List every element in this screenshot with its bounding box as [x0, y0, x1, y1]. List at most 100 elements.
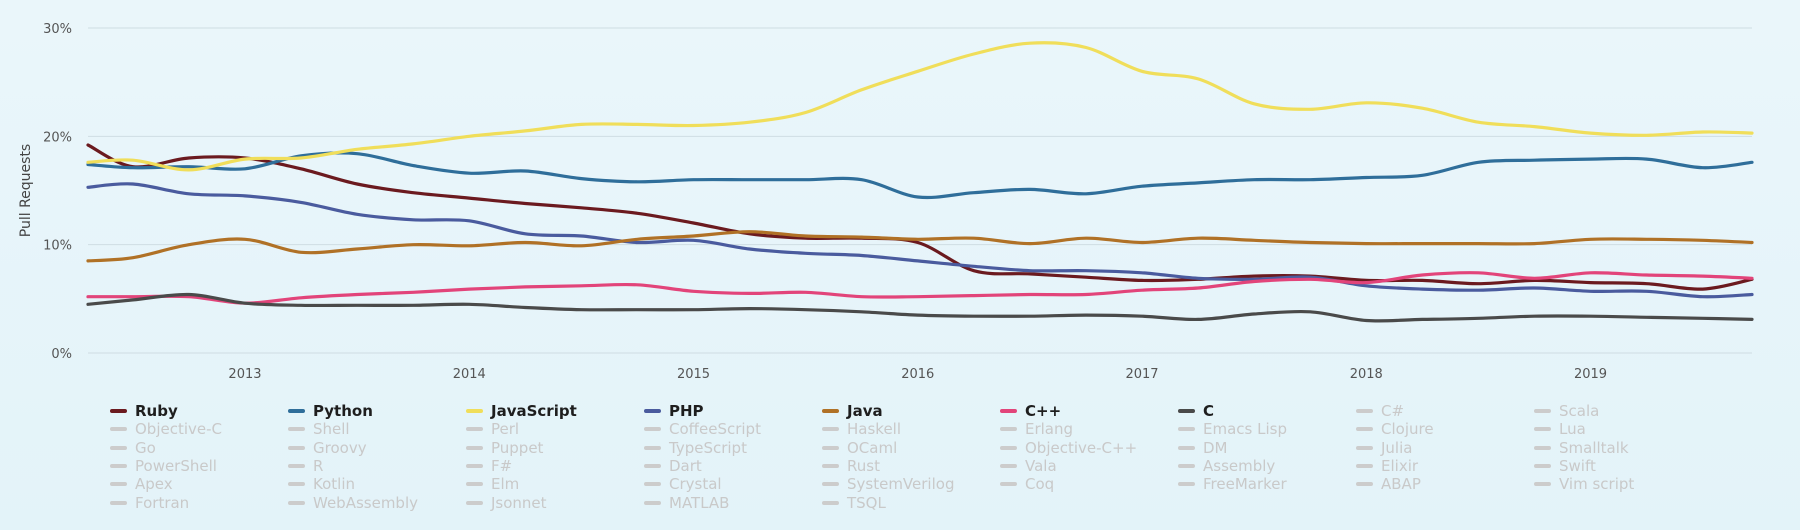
legend-item-matlab[interactable]: MATLAB	[644, 494, 729, 512]
legend-label: Ruby	[135, 402, 178, 420]
legend-item-haskell[interactable]: Haskell	[822, 420, 901, 438]
legend-swatch	[822, 482, 839, 487]
legend-label: Assembly	[1203, 456, 1276, 475]
legend-item-ocaml[interactable]: OCaml	[822, 439, 897, 457]
legend-label: Apex	[135, 475, 173, 494]
legend-item-elm[interactable]: Elm	[466, 475, 519, 493]
legend-item-objective-c[interactable]: Objective-C	[110, 420, 222, 438]
legend-item-shell[interactable]: Shell	[288, 420, 350, 438]
legend-item-apex[interactable]: Apex	[110, 475, 173, 493]
series-line-ruby	[86, 143, 1754, 291]
legend-label: Puppet	[491, 438, 544, 457]
legend-label: C	[1203, 402, 1215, 420]
legend-item-php[interactable]: PHP	[644, 402, 704, 420]
legend-item-perl[interactable]: Perl	[466, 420, 519, 438]
legend-swatch	[1178, 409, 1195, 413]
legend-swatch	[466, 445, 483, 450]
legend-item-scala[interactable]: Scala	[1534, 402, 1599, 420]
legend-item-csharp[interactable]: C#	[1356, 402, 1404, 420]
legend-swatch	[822, 445, 839, 450]
legend-label: Objective-C++	[1025, 438, 1138, 457]
legend-item-groovy[interactable]: Groovy	[288, 439, 367, 457]
legend-item-vim-script[interactable]: Vim script	[1534, 475, 1634, 493]
legend-item-cplusplus[interactable]: C++	[1000, 402, 1061, 420]
legend-item-jsonnet[interactable]: Jsonnet	[466, 494, 547, 512]
legend-label: F#	[491, 456, 513, 475]
y-tick-label: 20%	[43, 130, 72, 145]
legend-item-powershell[interactable]: PowerShell	[110, 457, 217, 475]
legend-item-crystal[interactable]: Crystal	[644, 475, 722, 493]
legend-item-swift[interactable]: Swift	[1534, 457, 1596, 475]
legend-item-coq[interactable]: Coq	[1000, 475, 1054, 493]
legend-item-assembly[interactable]: Assembly	[1178, 457, 1275, 475]
legend-item-vala[interactable]: Vala	[1000, 457, 1057, 475]
legend-swatch	[288, 482, 305, 487]
legend-item-dm[interactable]: DM	[1178, 439, 1228, 457]
legend-swatch	[1178, 445, 1195, 450]
legend-label: Groovy	[313, 438, 367, 457]
legend-item-tsql[interactable]: TSQL	[822, 494, 886, 512]
legend-item-clojure[interactable]: Clojure	[1356, 420, 1434, 438]
y-tick-label: 30%	[43, 22, 72, 37]
legend-item-emacs-lisp[interactable]: Emacs Lisp	[1178, 420, 1287, 438]
legend-item-abap[interactable]: ABAP	[1356, 475, 1421, 493]
legend-item-fortran[interactable]: Fortran	[110, 494, 189, 512]
legend-label: MATLAB	[669, 493, 730, 512]
y-axis-label: Pull Requests	[18, 144, 34, 237]
legend-label: Coq	[1025, 475, 1055, 494]
legend-item-puppet[interactable]: Puppet	[466, 439, 543, 457]
legend-item-fsharp[interactable]: F#	[466, 457, 512, 475]
legend-label: JavaScript	[491, 402, 577, 420]
legend-label: Elixir	[1381, 456, 1419, 475]
legend-item-coffeescript[interactable]: CoffeeScript	[644, 420, 761, 438]
x-tick-label: 2017	[1125, 367, 1158, 382]
legend-label: Crystal	[669, 475, 722, 494]
legend-item-typescript[interactable]: TypeScript	[644, 439, 747, 457]
legend-item-go[interactable]: Go	[110, 439, 156, 457]
legend-label: Julia	[1381, 438, 1413, 457]
legend-item-webassembly[interactable]: WebAssembly	[288, 494, 418, 512]
legend-item-smalltalk[interactable]: Smalltalk	[1534, 439, 1629, 457]
legend-swatch	[1356, 409, 1373, 413]
legend-label: Perl	[491, 420, 520, 439]
series-line-c	[86, 292, 1754, 323]
legend-label: Vim script	[1559, 475, 1635, 494]
legend-swatch	[288, 500, 305, 505]
legend-item-ruby[interactable]: Ruby	[110, 402, 178, 420]
legend-swatch	[288, 463, 305, 468]
legend-item-systemverilog[interactable]: SystemVerilog	[822, 475, 954, 493]
legend-swatch	[1356, 427, 1373, 432]
legend-item-elixir[interactable]: Elixir	[1356, 457, 1418, 475]
legend-swatch	[1534, 482, 1551, 487]
legend-item-rust[interactable]: Rust	[822, 457, 880, 475]
legend-item-freemarker[interactable]: FreeMarker	[1178, 475, 1287, 493]
legend-item-objective-cplusplus[interactable]: Objective-C++	[1000, 439, 1137, 457]
legend-label: SystemVerilog	[847, 475, 955, 494]
legend-item-java[interactable]: Java	[822, 402, 883, 420]
series-line-javascript	[86, 41, 1754, 172]
legend-item-lua[interactable]: Lua	[1534, 420, 1586, 438]
legend-item-julia[interactable]: Julia	[1356, 439, 1412, 457]
legend-label: C++	[1025, 402, 1062, 420]
legend-swatch	[644, 445, 661, 450]
legend-item-c[interactable]: C	[1178, 402, 1214, 420]
legend-item-python[interactable]: Python	[288, 402, 373, 420]
legend-swatch	[1000, 409, 1017, 413]
legend-label: Elm	[491, 475, 520, 494]
legend-swatch	[1534, 409, 1551, 413]
legend-item-kotlin[interactable]: Kotlin	[288, 475, 355, 493]
legend-swatch	[288, 445, 305, 450]
legend-swatch	[466, 427, 483, 432]
x-tick-label: 2018	[1350, 367, 1383, 382]
legend-label: Rust	[847, 456, 880, 475]
legend-label: Fortran	[135, 493, 190, 512]
legend-label: ABAP	[1381, 475, 1421, 494]
legend-item-erlang[interactable]: Erlang	[1000, 420, 1073, 438]
legend-swatch	[1178, 482, 1195, 487]
x-tick-label: 2019	[1574, 367, 1607, 382]
legend-item-r[interactable]: R	[288, 457, 323, 475]
legend-item-dart[interactable]: Dart	[644, 457, 702, 475]
legend-swatch	[1000, 482, 1017, 487]
legend-label: CoffeeScript	[669, 420, 761, 439]
legend-item-javascript[interactable]: JavaScript	[466, 402, 577, 420]
